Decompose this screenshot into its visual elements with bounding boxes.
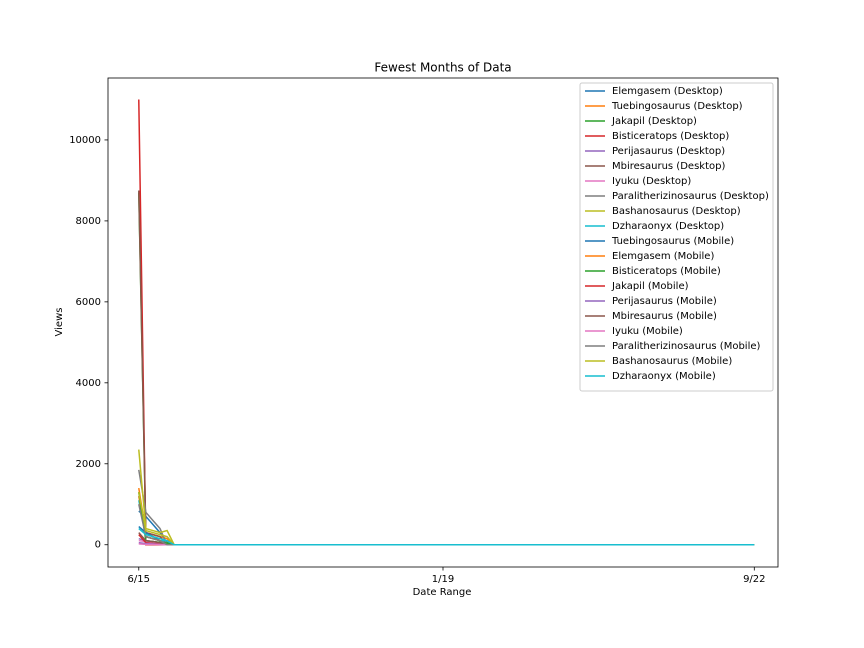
y-tick-label: 8000 [76,216,101,227]
legend-label: Mbiresaurus (Desktop) [612,161,725,172]
legend-label: Paralitherizinosaurus (Desktop) [612,191,769,202]
y-tick-label: 4000 [76,378,101,389]
plot-frame [107,77,779,568]
x-tick-label: 1/19 [432,574,454,585]
legend-label: Perijasaurus (Desktop) [612,146,725,157]
legend-label: Bisticeratops (Desktop) [612,131,729,142]
legend-label: Elemgasem (Desktop) [612,86,723,97]
legend-label: Dzharaonyx (Desktop) [612,221,724,232]
legend-label: Paralitherizinosaurus (Mobile) [612,341,761,352]
legend-label: Iyuku (Mobile) [612,326,683,337]
x-tick-label: 9/22 [743,574,765,585]
legend-label: Bashanosaurus (Mobile) [612,356,732,367]
legend-label: Mbiresaurus (Mobile) [612,311,717,322]
y-tick-label: 10000 [69,135,101,146]
legend-label: Perijasaurus (Mobile) [612,296,717,307]
y-tick-label: 0 [95,540,101,551]
y-tick-label: 2000 [76,459,101,470]
series-line [138,527,755,546]
chart-title: Fewest Months of Data [374,61,511,75]
legend: Elemgasem (Desktop) Tuebingosaurus (Deskt… [579,82,774,392]
legend-label: Elemgasem (Mobile) [612,251,714,262]
legend-label: Jakapil (Mobile) [611,281,689,292]
legend-box [579,82,774,392]
legend-label: Tuebingosaurus (Mobile) [611,236,734,247]
legend-label: Bashanosaurus (Desktop) [612,206,741,217]
legend-label: Iyuku (Desktop) [612,176,691,187]
legend-label: Tuebingosaurus (Desktop) [611,101,743,112]
y-axis-label: Views [54,308,65,337]
y-tick-label: 6000 [76,297,101,308]
legend-label: Bisticeratops (Mobile) [612,266,721,277]
legend-label: Jakapil (Desktop) [611,116,697,127]
x-axis-label: Date Range [413,587,472,598]
x-tick-label: 6/15 [128,574,150,585]
legend-label: Dzharaonyx (Mobile) [612,371,716,382]
